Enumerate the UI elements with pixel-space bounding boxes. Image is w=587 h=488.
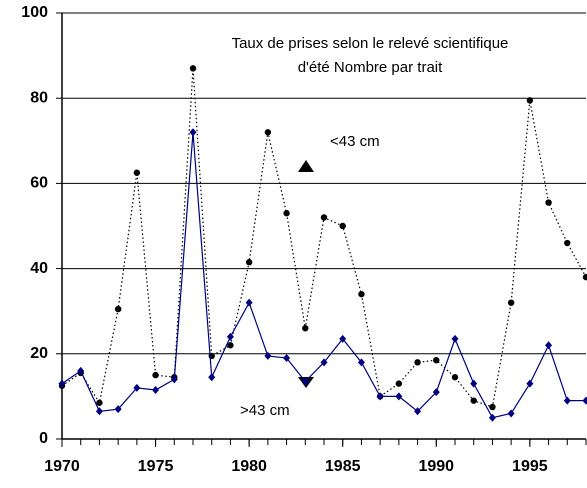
point xyxy=(114,305,122,313)
point xyxy=(451,374,459,381)
series-label: >43 cm xyxy=(240,402,290,419)
point xyxy=(470,379,478,388)
y-tick-label: 0 xyxy=(39,430,48,447)
point xyxy=(133,383,141,392)
point xyxy=(245,259,253,266)
point xyxy=(152,386,160,395)
x-tick-label: 1985 xyxy=(325,458,361,475)
point xyxy=(507,409,515,418)
point xyxy=(245,298,253,307)
point xyxy=(507,299,515,306)
point xyxy=(395,380,403,387)
y-tick-label: 60 xyxy=(30,175,48,192)
y-tick-label: 100 xyxy=(21,4,48,21)
y-tick-label: 20 xyxy=(30,345,48,362)
point xyxy=(114,405,122,414)
point xyxy=(470,397,477,404)
point xyxy=(526,97,534,104)
x-tick-label: 1990 xyxy=(418,458,454,475)
point xyxy=(395,392,403,401)
point xyxy=(226,332,234,341)
x-tick-label: 1970 xyxy=(44,458,80,475)
point xyxy=(189,128,197,137)
point xyxy=(133,169,141,176)
point xyxy=(283,354,291,363)
point xyxy=(357,358,365,367)
point xyxy=(489,403,496,411)
point xyxy=(488,413,496,422)
chart-title: d'été Nombre par trait xyxy=(298,59,443,76)
point xyxy=(376,392,384,401)
point xyxy=(545,341,553,350)
point xyxy=(264,129,272,136)
point xyxy=(414,359,421,366)
y-tick-label: 80 xyxy=(30,89,48,106)
point xyxy=(545,199,552,206)
x-tick-label: 1995 xyxy=(512,458,548,475)
point xyxy=(358,290,365,298)
x-tick-label: 1975 xyxy=(138,458,174,475)
point xyxy=(414,407,422,416)
point xyxy=(152,371,159,379)
x-tick-label: 1980 xyxy=(231,458,267,475)
point xyxy=(320,358,328,367)
point xyxy=(208,373,216,382)
point xyxy=(451,334,459,343)
y-tick-label: 40 xyxy=(30,260,48,277)
series-line xyxy=(61,132,586,419)
point xyxy=(77,366,85,375)
point xyxy=(96,399,103,406)
point xyxy=(526,379,534,388)
point xyxy=(95,407,103,416)
point xyxy=(170,375,178,384)
point xyxy=(227,342,234,349)
point xyxy=(58,379,66,388)
series-line xyxy=(61,68,587,408)
point xyxy=(283,210,290,217)
point xyxy=(301,377,309,386)
point xyxy=(432,388,440,397)
arrow xyxy=(298,160,314,172)
point xyxy=(189,65,197,72)
point xyxy=(564,239,571,247)
point xyxy=(264,351,272,360)
point xyxy=(302,325,309,332)
point xyxy=(582,273,587,281)
series-label: <43 cm xyxy=(330,133,380,150)
point xyxy=(339,334,347,343)
point xyxy=(433,356,440,364)
chart-title: Taux de prises selon le relevé scientifi… xyxy=(232,35,509,52)
point xyxy=(320,214,328,221)
point xyxy=(339,222,346,230)
point xyxy=(582,396,587,405)
point xyxy=(563,396,571,405)
